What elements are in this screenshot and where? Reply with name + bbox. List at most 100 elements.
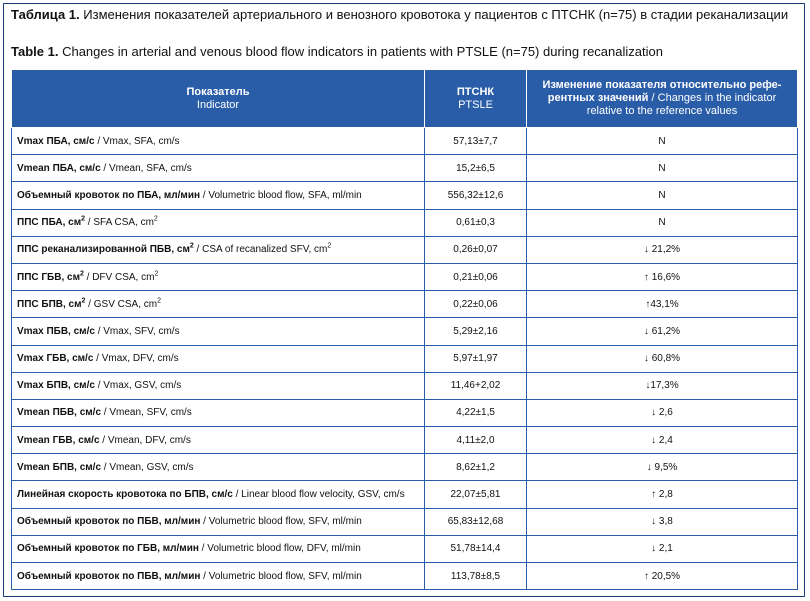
indicator-cell: Vmean БПВ, см/с / Vmean, GSV, cm/s xyxy=(11,453,425,482)
ptsle-value-cell: 0,21±0,06 xyxy=(424,263,527,292)
indicator-ru: Vmax ПБВ, см/с xyxy=(17,325,95,337)
caption-en-text: Changes in arterial and venous blood flo… xyxy=(62,44,663,59)
indicator-cell: ППС БПВ, см2 / GSV CSA, cm2 xyxy=(11,290,425,319)
table-caption-en: Table 1. Changes in arterial and venous … xyxy=(11,44,801,59)
table-row: ППС ГБВ, см2 / DFV CSA, cm2 0,21±0,06 ↑ 16… xyxy=(11,263,798,292)
indicator-en: / GSV CSA, cm xyxy=(85,298,158,310)
ptsle-value-cell: 0,22±0,06 xyxy=(424,290,527,319)
table-row: Vmean БПВ, см/с / Vmean, GSV, cm/s 8,62±1… xyxy=(11,453,798,482)
ptsle-value-cell: 15,2±6,5 xyxy=(424,154,527,183)
change-cell: N xyxy=(526,181,798,210)
table-row: Объемный кровоток по ГБВ, мл/мин / Volum… xyxy=(11,535,798,564)
table-body: Vmax ПБА, см/с / Vmax, SFA, cm/s 57,13±7,… xyxy=(11,127,798,591)
ptsle-value-cell: 11,46+2,02 xyxy=(424,372,527,400)
indicator-cell: Vmax БПВ, см/с / Vmax, GSV, cm/s xyxy=(11,372,425,400)
ptsle-value-cell: 556,32±12,6 xyxy=(424,181,527,210)
table-row: Объемный кровоток по ПБВ, мл/мин / Volum… xyxy=(11,562,798,591)
indicator-cell: ППС реканализированной ПБВ, см2 / CSA of… xyxy=(11,236,425,264)
indicator-ru: Vmean ГБВ, см/с xyxy=(17,434,100,446)
indicator-ru: Объемный кровоток по ПБВ, мл/мин xyxy=(17,516,201,528)
caption-ru-label: Таблица 1. xyxy=(11,7,80,22)
indicator-en: / Vmean, SFV, cm/s xyxy=(101,407,192,419)
indicator-cell: Vmean ГБВ, см/с / Vmean, DFV, cm/s xyxy=(11,426,425,455)
ptsle-value-cell: 5,29±2,16 xyxy=(424,317,527,346)
indicator-en: / Volumetric blood flow, DFV, ml/min xyxy=(198,543,361,555)
indicator-ru-sup: 2 xyxy=(81,297,86,305)
indicator-cell: Объемный кровоток по ПБА, мл/мин / Volum… xyxy=(11,181,425,210)
indicator-cell: Объемный кровоток по ПБВ, мл/мин / Volum… xyxy=(11,562,425,591)
header-ptsle-ru: ПТСНК xyxy=(456,85,495,98)
caption-en-label: Table 1. xyxy=(11,44,59,59)
table-row: Vmean ПБА, см/с / Vmean, SFA, cm/s 15,2±6… xyxy=(11,154,798,183)
header-ptsle-en: PTSLE xyxy=(458,98,493,111)
table-row: Vmean ПБВ, см/с / Vmean, SFV, cm/s 4,22±1… xyxy=(11,399,798,428)
ptsle-value-cell: 51,78±14,4 xyxy=(424,535,527,564)
indicator-en: / Volumetric blood flow, SFA, ml/min xyxy=(200,189,362,201)
indicator-en: / DFV CSA, cm xyxy=(83,271,155,283)
change-cell: ↓ 2,1 xyxy=(526,535,798,564)
caption-ru-text: Изменения показателей артериального и ве… xyxy=(83,7,789,22)
indicator-en: / Vmax, SFV, cm/s xyxy=(94,325,180,337)
indicator-ru: ППС реканализированной ПБВ, см xyxy=(17,244,190,256)
change-cell: ↑ 20,5% xyxy=(526,562,798,591)
ptsle-value-cell: 65,83±12,68 xyxy=(424,508,527,536)
table-row: Vmax ПБА, см/с / Vmax, SFA, cm/s 57,13±7,… xyxy=(11,127,798,156)
indicator-ru: ППС ГБВ, см xyxy=(17,271,80,283)
indicator-cell: ППС ПБА, см2 / SFA CSA, cm2 xyxy=(11,209,425,237)
ptsle-value-cell: 8,62±1,2 xyxy=(424,453,527,482)
indicator-en: / Vmean, GSV, cm/s xyxy=(101,461,194,473)
ptsle-value-cell: 4,11±2,0 xyxy=(424,426,527,455)
change-cell: ↑43,1% xyxy=(526,290,798,319)
change-cell: ↑ 2,8 xyxy=(526,480,798,509)
change-cell: ↓ 60,8% xyxy=(526,345,798,373)
table-row: Vmax ПБВ, см/с / Vmax, SFV, cm/s 5,29±2,1… xyxy=(11,317,798,346)
table-row: ППС реканализированной ПБВ, см2 / CSA of… xyxy=(11,236,798,264)
ptsle-value-cell: 4,22±1,5 xyxy=(424,399,527,428)
table-row: Линейная скорость кровотока по БПВ, см/с… xyxy=(11,480,798,509)
table-row: Объемный кровоток по ПБА, мл/мин / Volum… xyxy=(11,181,798,210)
indicator-en-sup: 2 xyxy=(154,270,159,278)
ptsle-value-cell: 113,78±8,5 xyxy=(424,562,527,591)
indicator-cell: Vmean ПБВ, см/с / Vmean, SFV, cm/s xyxy=(11,399,425,428)
indicator-cell: Объемный кровоток по ПБВ, мл/мин / Volum… xyxy=(11,508,425,536)
table-row: Vmax ГБВ, см/с / Vmax, DFV, cm/s 5,97±1,9… xyxy=(11,345,798,373)
change-cell: ↓ 9,5% xyxy=(526,453,798,482)
indicator-en: / Volumetric blood flow, SFV, ml/min xyxy=(200,516,362,528)
indicator-ru: Объемный кровоток по ГБВ, мл/мин xyxy=(17,543,199,555)
indicator-ru: Vmax БПВ, см/с xyxy=(17,380,95,392)
change-cell: N xyxy=(526,154,798,183)
indicator-en: / Vmax, DFV, cm/s xyxy=(93,353,179,365)
indicator-ru-sup: 2 xyxy=(79,270,84,278)
change-cell: ↓ 21,2% xyxy=(526,236,798,264)
header-change-en: / Changes in the indicator relative to t… xyxy=(586,92,777,117)
table-row: ППС ПБА, см2 / SFA CSA, cm2 0,61±0,3 N xyxy=(11,209,798,237)
indicator-en: / Vmax, SFA, cm/s xyxy=(94,135,180,147)
header-indicator-ru: Показатель xyxy=(186,85,250,98)
ptsle-value-cell: 22,07±5,81 xyxy=(424,480,527,509)
indicator-ru-sup: 2 xyxy=(81,215,86,223)
indicator-ru: Vmax ПБА, см/с xyxy=(17,135,95,147)
indicator-ru: ППС БПВ, см xyxy=(17,298,82,310)
header-indicator-en: Indicator xyxy=(196,98,240,111)
indicator-cell: Объемный кровоток по ГБВ, мл/мин / Volum… xyxy=(11,535,425,564)
header-indicator: Показатель Indicator xyxy=(11,69,425,128)
table-row: Vmax БПВ, см/с / Vmax, GSV, cm/s 11,46+2,… xyxy=(11,372,798,400)
indicator-ru: ППС ПБА, см xyxy=(17,217,82,229)
header-change-ru: Изменение показателя относительно рефе-р… xyxy=(542,79,782,104)
indicator-ru: Объемный кровоток по ПБА, мл/мин xyxy=(17,189,201,201)
indicator-ru-sup: 2 xyxy=(189,243,194,251)
table-row: Объемный кровоток по ПБВ, мл/мин / Volum… xyxy=(11,508,798,536)
indicator-cell: ППС ГБВ, см2 / DFV CSA, cm2 xyxy=(11,263,425,292)
table-header-row: Показатель Indicator ПТСНК PTSLE Изменен… xyxy=(11,69,798,128)
ptsle-value-cell: 0,61±0,3 xyxy=(424,209,527,237)
indicator-en: / Vmax, GSV, cm/s xyxy=(94,380,182,392)
table-caption-ru: Таблица 1. Изменения показателей артериа… xyxy=(11,7,801,22)
indicator-ru: Объемный кровоток по ПБВ, мл/мин xyxy=(17,570,201,582)
change-cell: ↑ 16,6% xyxy=(526,263,798,292)
indicator-en: / Linear blood flow velocity, GSV, cm/s xyxy=(232,489,405,501)
indicator-en-sup: 2 xyxy=(327,243,332,251)
indicator-en: / Volumetric blood flow, SFV, ml/min xyxy=(200,570,362,582)
indicator-ru: Vmean ПБА, см/с xyxy=(17,162,101,174)
change-cell: ↓ 2,4 xyxy=(526,426,798,455)
ptsle-value-cell: 0,26±0,07 xyxy=(424,236,527,264)
